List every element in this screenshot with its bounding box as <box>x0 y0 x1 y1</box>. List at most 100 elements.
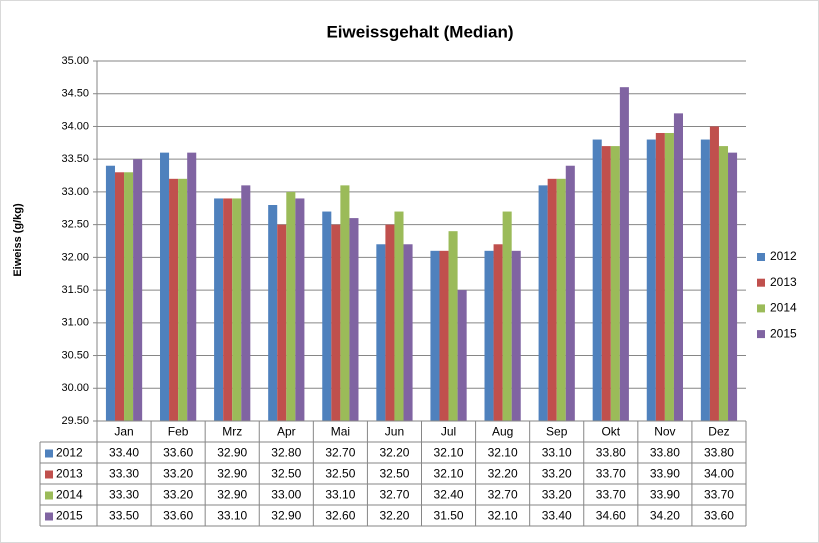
x-tick-label: Sep <box>546 425 568 439</box>
y-tick-label: 33.00 <box>61 186 89 198</box>
table-value: 33.10 <box>217 509 247 523</box>
table-value: 32.50 <box>379 467 409 481</box>
bar <box>655 133 665 421</box>
x-tick-label: Feb <box>168 425 189 439</box>
table-value: 32.10 <box>434 446 464 460</box>
table-value: 32.10 <box>434 467 464 481</box>
bar <box>133 159 143 421</box>
table-legend-key <box>45 491 53 500</box>
chart-title: Eiweissgehalt (Median) <box>326 22 513 41</box>
table-value: 32.60 <box>325 509 355 523</box>
bar <box>592 139 602 421</box>
x-tick-label: Aug <box>492 425 513 439</box>
legend-label: 2012 <box>770 249 797 263</box>
bar <box>728 152 738 422</box>
table-value: 33.60 <box>704 509 734 523</box>
table-value: 33.50 <box>109 509 139 523</box>
legend-key <box>757 304 765 313</box>
y-tick-label: 29.50 <box>61 415 89 427</box>
table-value: 33.20 <box>163 467 193 481</box>
legend-key <box>757 330 765 339</box>
bar <box>331 224 341 421</box>
bar <box>286 191 296 421</box>
table-value: 32.80 <box>271 446 301 460</box>
y-tick-label: 30.00 <box>61 382 89 394</box>
table-value: 32.90 <box>217 467 247 481</box>
table-value: 32.90 <box>271 509 301 523</box>
table-value: 31.50 <box>434 509 464 523</box>
y-tick-label: 31.50 <box>61 284 89 296</box>
table-value: 32.70 <box>325 446 355 460</box>
x-tick-label: Nov <box>654 425 675 439</box>
table-value: 33.20 <box>163 488 193 502</box>
bar <box>457 290 467 421</box>
y-axis-label: Eiweiss (g/kg) <box>12 203 24 277</box>
table-value: 33.10 <box>325 488 355 502</box>
y-tick-label: 34.50 <box>61 88 89 100</box>
table-value: 32.50 <box>325 467 355 481</box>
bar <box>295 198 305 421</box>
table-value: 33.20 <box>542 488 572 502</box>
bar <box>646 139 656 421</box>
table-value: 32.70 <box>488 488 518 502</box>
y-tick-label: 32.00 <box>61 251 89 263</box>
bar <box>430 250 440 421</box>
x-tick-label: Jun <box>385 425 404 439</box>
bar <box>241 185 251 421</box>
table-value: 33.30 <box>109 467 139 481</box>
bar <box>601 146 611 421</box>
bar <box>448 231 458 421</box>
table-series-name: 2014 <box>56 488 83 502</box>
table-value: 33.10 <box>542 446 572 460</box>
table-value: 33.80 <box>650 446 680 460</box>
bar <box>187 152 197 422</box>
x-tick-label: Mrz <box>222 425 242 439</box>
table-value: 33.40 <box>542 509 572 523</box>
bar <box>403 244 413 421</box>
legend-label: 2014 <box>770 301 797 315</box>
bar <box>232 198 242 421</box>
legend-key <box>757 253 765 261</box>
table-value: 33.90 <box>650 488 680 502</box>
table-series-name: 2015 <box>56 509 83 523</box>
table-value: 33.20 <box>542 467 572 481</box>
bar <box>376 244 386 421</box>
bar <box>114 172 125 421</box>
bar <box>556 178 566 421</box>
bar <box>709 126 719 422</box>
table-value: 33.70 <box>596 488 626 502</box>
legend-key <box>757 278 765 287</box>
bar <box>169 178 179 421</box>
bar <box>511 250 521 421</box>
y-tick-label: 31.00 <box>61 317 89 329</box>
table-value: 34.00 <box>704 467 734 481</box>
bar <box>124 172 134 421</box>
x-tick-label: Mai <box>331 425 350 439</box>
bar <box>619 87 629 421</box>
table-value: 33.00 <box>271 488 301 502</box>
legend-label: 2015 <box>770 326 797 340</box>
table-value: 32.10 <box>488 509 518 523</box>
table-value: 33.30 <box>109 488 139 502</box>
x-tick-label: Okt <box>601 425 620 439</box>
bar <box>178 178 188 421</box>
table-value: 32.40 <box>434 488 464 502</box>
bar <box>214 198 224 421</box>
table-value: 32.50 <box>271 467 301 481</box>
bar <box>439 250 449 421</box>
legend-label: 2013 <box>770 275 797 289</box>
x-tick-label: Jan <box>114 425 133 439</box>
table-series-name: 2013 <box>56 467 83 481</box>
table-legend-key <box>45 470 53 479</box>
bar <box>340 185 350 421</box>
x-tick-label: Dez <box>708 425 729 439</box>
x-tick-label: Jul <box>441 425 456 439</box>
bar <box>105 165 115 421</box>
y-tick-label: 35.00 <box>61 55 89 67</box>
table-value: 33.40 <box>109 446 139 460</box>
table-value: 33.60 <box>163 446 193 460</box>
bar <box>538 185 548 421</box>
bar <box>610 146 620 421</box>
bar <box>673 113 683 421</box>
bar <box>493 244 503 421</box>
